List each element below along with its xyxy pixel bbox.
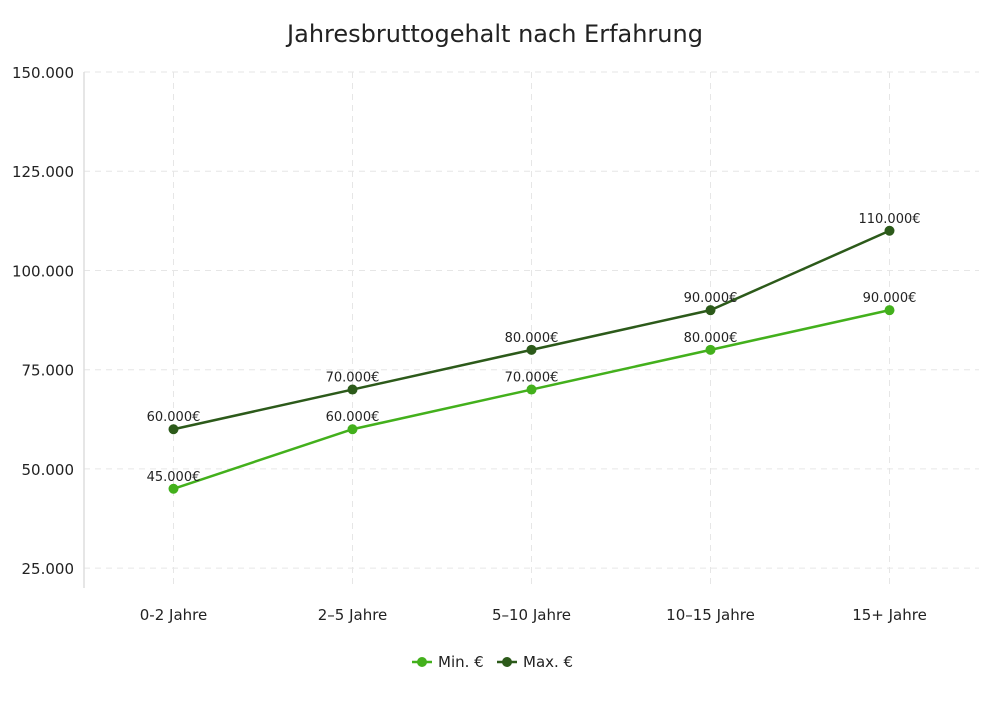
data-label: 90.000€ — [863, 291, 917, 306]
data-point — [884, 305, 895, 316]
data-point — [884, 225, 895, 236]
x-axis: 0-2 Jahre 2–5 Jahre 5–10 Jahre 10–15 Jahre 1… — [140, 606, 927, 624]
legend-label: Min. € — [438, 653, 484, 671]
data-label: 80.000€ — [505, 331, 559, 346]
data-point — [347, 424, 358, 435]
data-label: 45.000€ — [147, 470, 201, 485]
data-point — [705, 305, 716, 316]
data-label: 110.000€ — [858, 212, 920, 227]
series-min: 45.000€ 60.000€ 70.000€ 80.000€ 90.000€ — [147, 291, 917, 494]
y-tick-label: 25.000 — [22, 560, 75, 578]
y-tick-label: 100.000 — [12, 262, 74, 280]
legend-marker — [417, 657, 427, 667]
data-label: 60.000€ — [326, 410, 380, 425]
data-label: 60.000€ — [147, 410, 201, 425]
y-tick-label: 50.000 — [22, 461, 75, 479]
data-label: 90.000€ — [684, 291, 738, 306]
data-point — [347, 384, 358, 395]
legend-item: Min. € — [412, 653, 484, 671]
y-tick-label: 150.000 — [12, 64, 74, 82]
chart-title: Jahresbruttogehalt nach Erfahrung — [285, 20, 703, 48]
x-tick-label: 15+ Jahre — [852, 606, 927, 624]
x-tick-label: 5–10 Jahre — [492, 606, 571, 624]
data-point — [526, 384, 537, 395]
legend-marker — [502, 657, 512, 667]
x-tick-label: 10–15 Jahre — [666, 606, 755, 624]
data-point — [705, 344, 716, 355]
data-label: 70.000€ — [505, 371, 559, 386]
series-max: 60.000€ 70.000€ 80.000€ 90.000€ 110.000€ — [147, 212, 921, 435]
data-point — [168, 483, 179, 494]
x-tick-label: 0-2 Jahre — [140, 606, 207, 624]
y-tick-label: 125.000 — [12, 163, 74, 181]
data-label: 70.000€ — [326, 371, 380, 386]
legend: Min. € Max. € — [412, 653, 573, 671]
y-tick-label: 75.000 — [22, 362, 75, 380]
data-label: 80.000€ — [684, 331, 738, 346]
series-group: 45.000€60.000€70.000€80.000€90.000€60.00… — [147, 212, 921, 494]
y-axis: 25.000 50.000 75.000 100.000 125.000 150.000 — [12, 64, 74, 578]
data-point — [526, 344, 537, 355]
data-point — [168, 424, 179, 435]
legend-label: Max. € — [523, 653, 573, 671]
legend-item: Max. € — [497, 653, 573, 671]
grid — [84, 71, 979, 588]
x-tick-label: 2–5 Jahre — [318, 606, 388, 624]
